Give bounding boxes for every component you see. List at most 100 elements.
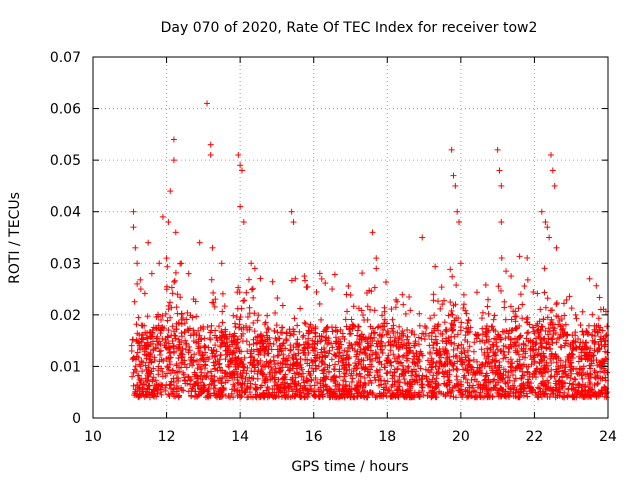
data-point bbox=[464, 320, 471, 327]
data-point bbox=[342, 378, 349, 385]
data-point bbox=[541, 265, 548, 272]
data-point bbox=[448, 389, 455, 396]
data-point bbox=[310, 341, 317, 348]
data-point bbox=[537, 326, 544, 333]
data-point bbox=[290, 351, 297, 358]
data-point bbox=[483, 322, 490, 329]
data-point bbox=[502, 316, 509, 323]
data-point bbox=[367, 306, 374, 313]
data-point bbox=[490, 316, 497, 323]
data-point bbox=[248, 286, 255, 293]
data-point bbox=[162, 310, 169, 317]
data-point bbox=[271, 361, 278, 368]
data-point bbox=[381, 308, 388, 315]
data-point bbox=[604, 323, 611, 330]
data-point bbox=[602, 374, 609, 381]
data-point bbox=[212, 296, 219, 303]
data-point bbox=[245, 276, 252, 283]
data-point bbox=[521, 283, 528, 290]
data-point bbox=[294, 336, 301, 343]
data-point bbox=[458, 350, 465, 357]
data-point bbox=[258, 382, 265, 389]
data-point bbox=[204, 324, 211, 331]
data-point bbox=[251, 328, 258, 335]
data-point bbox=[466, 343, 473, 350]
data-point bbox=[165, 391, 172, 398]
data-point bbox=[453, 394, 460, 401]
data-point bbox=[505, 358, 512, 365]
data-point bbox=[552, 394, 559, 401]
data-point bbox=[388, 325, 395, 332]
data-point bbox=[454, 382, 461, 389]
data-point bbox=[485, 310, 492, 317]
data-point bbox=[396, 344, 403, 351]
data-point bbox=[243, 386, 250, 393]
data-point bbox=[219, 308, 226, 315]
data-point bbox=[221, 303, 228, 310]
data-point bbox=[232, 323, 239, 330]
data-point bbox=[508, 360, 515, 367]
data-point bbox=[507, 303, 514, 310]
data-point bbox=[579, 375, 586, 382]
data-point bbox=[349, 375, 356, 382]
data-point bbox=[289, 354, 296, 361]
data-point bbox=[568, 305, 575, 312]
data-point bbox=[143, 334, 150, 341]
data-point bbox=[274, 295, 281, 302]
data-point bbox=[325, 368, 332, 375]
data-point bbox=[219, 319, 226, 326]
data-point bbox=[373, 367, 380, 374]
data-point bbox=[488, 359, 495, 366]
data-point bbox=[519, 301, 526, 308]
data-point bbox=[474, 358, 481, 365]
data-point bbox=[490, 326, 497, 333]
data-point bbox=[194, 365, 201, 372]
data-point bbox=[460, 291, 467, 298]
data-point bbox=[332, 361, 339, 368]
data-point bbox=[354, 332, 361, 339]
data-point bbox=[577, 355, 584, 362]
data-point bbox=[385, 352, 392, 359]
data-point bbox=[269, 278, 276, 285]
data-point bbox=[234, 387, 241, 394]
data-point bbox=[515, 351, 522, 358]
data-point bbox=[448, 307, 455, 314]
data-point bbox=[580, 331, 587, 338]
data-point bbox=[348, 316, 355, 323]
data-point bbox=[208, 276, 215, 283]
data-point bbox=[501, 304, 508, 311]
data-point bbox=[516, 394, 523, 401]
data-point bbox=[542, 327, 549, 334]
data-point bbox=[355, 305, 362, 312]
data-point bbox=[381, 316, 388, 323]
data-point bbox=[528, 361, 535, 368]
data-point bbox=[563, 296, 570, 303]
data-point bbox=[173, 320, 180, 327]
data-point bbox=[133, 321, 140, 328]
data-point bbox=[528, 356, 535, 363]
data-point bbox=[171, 384, 178, 391]
data-point bbox=[179, 315, 186, 322]
data-point bbox=[182, 337, 189, 344]
data-point bbox=[530, 289, 537, 296]
data-point bbox=[177, 294, 184, 301]
data-point bbox=[130, 382, 137, 389]
data-point bbox=[159, 335, 166, 342]
data-point bbox=[485, 296, 492, 303]
data-points bbox=[128, 100, 611, 401]
data-point bbox=[137, 276, 144, 283]
data-point bbox=[157, 327, 164, 334]
data-point bbox=[544, 295, 551, 302]
data-point bbox=[316, 300, 323, 307]
data-point bbox=[262, 319, 269, 326]
data-point bbox=[415, 341, 422, 348]
data-point bbox=[241, 297, 248, 304]
data-point bbox=[567, 374, 574, 381]
data-point bbox=[547, 319, 554, 326]
data-point bbox=[439, 337, 446, 344]
data-point bbox=[137, 379, 144, 386]
data-point bbox=[426, 369, 433, 376]
data-point bbox=[321, 366, 328, 373]
data-point bbox=[304, 345, 311, 352]
